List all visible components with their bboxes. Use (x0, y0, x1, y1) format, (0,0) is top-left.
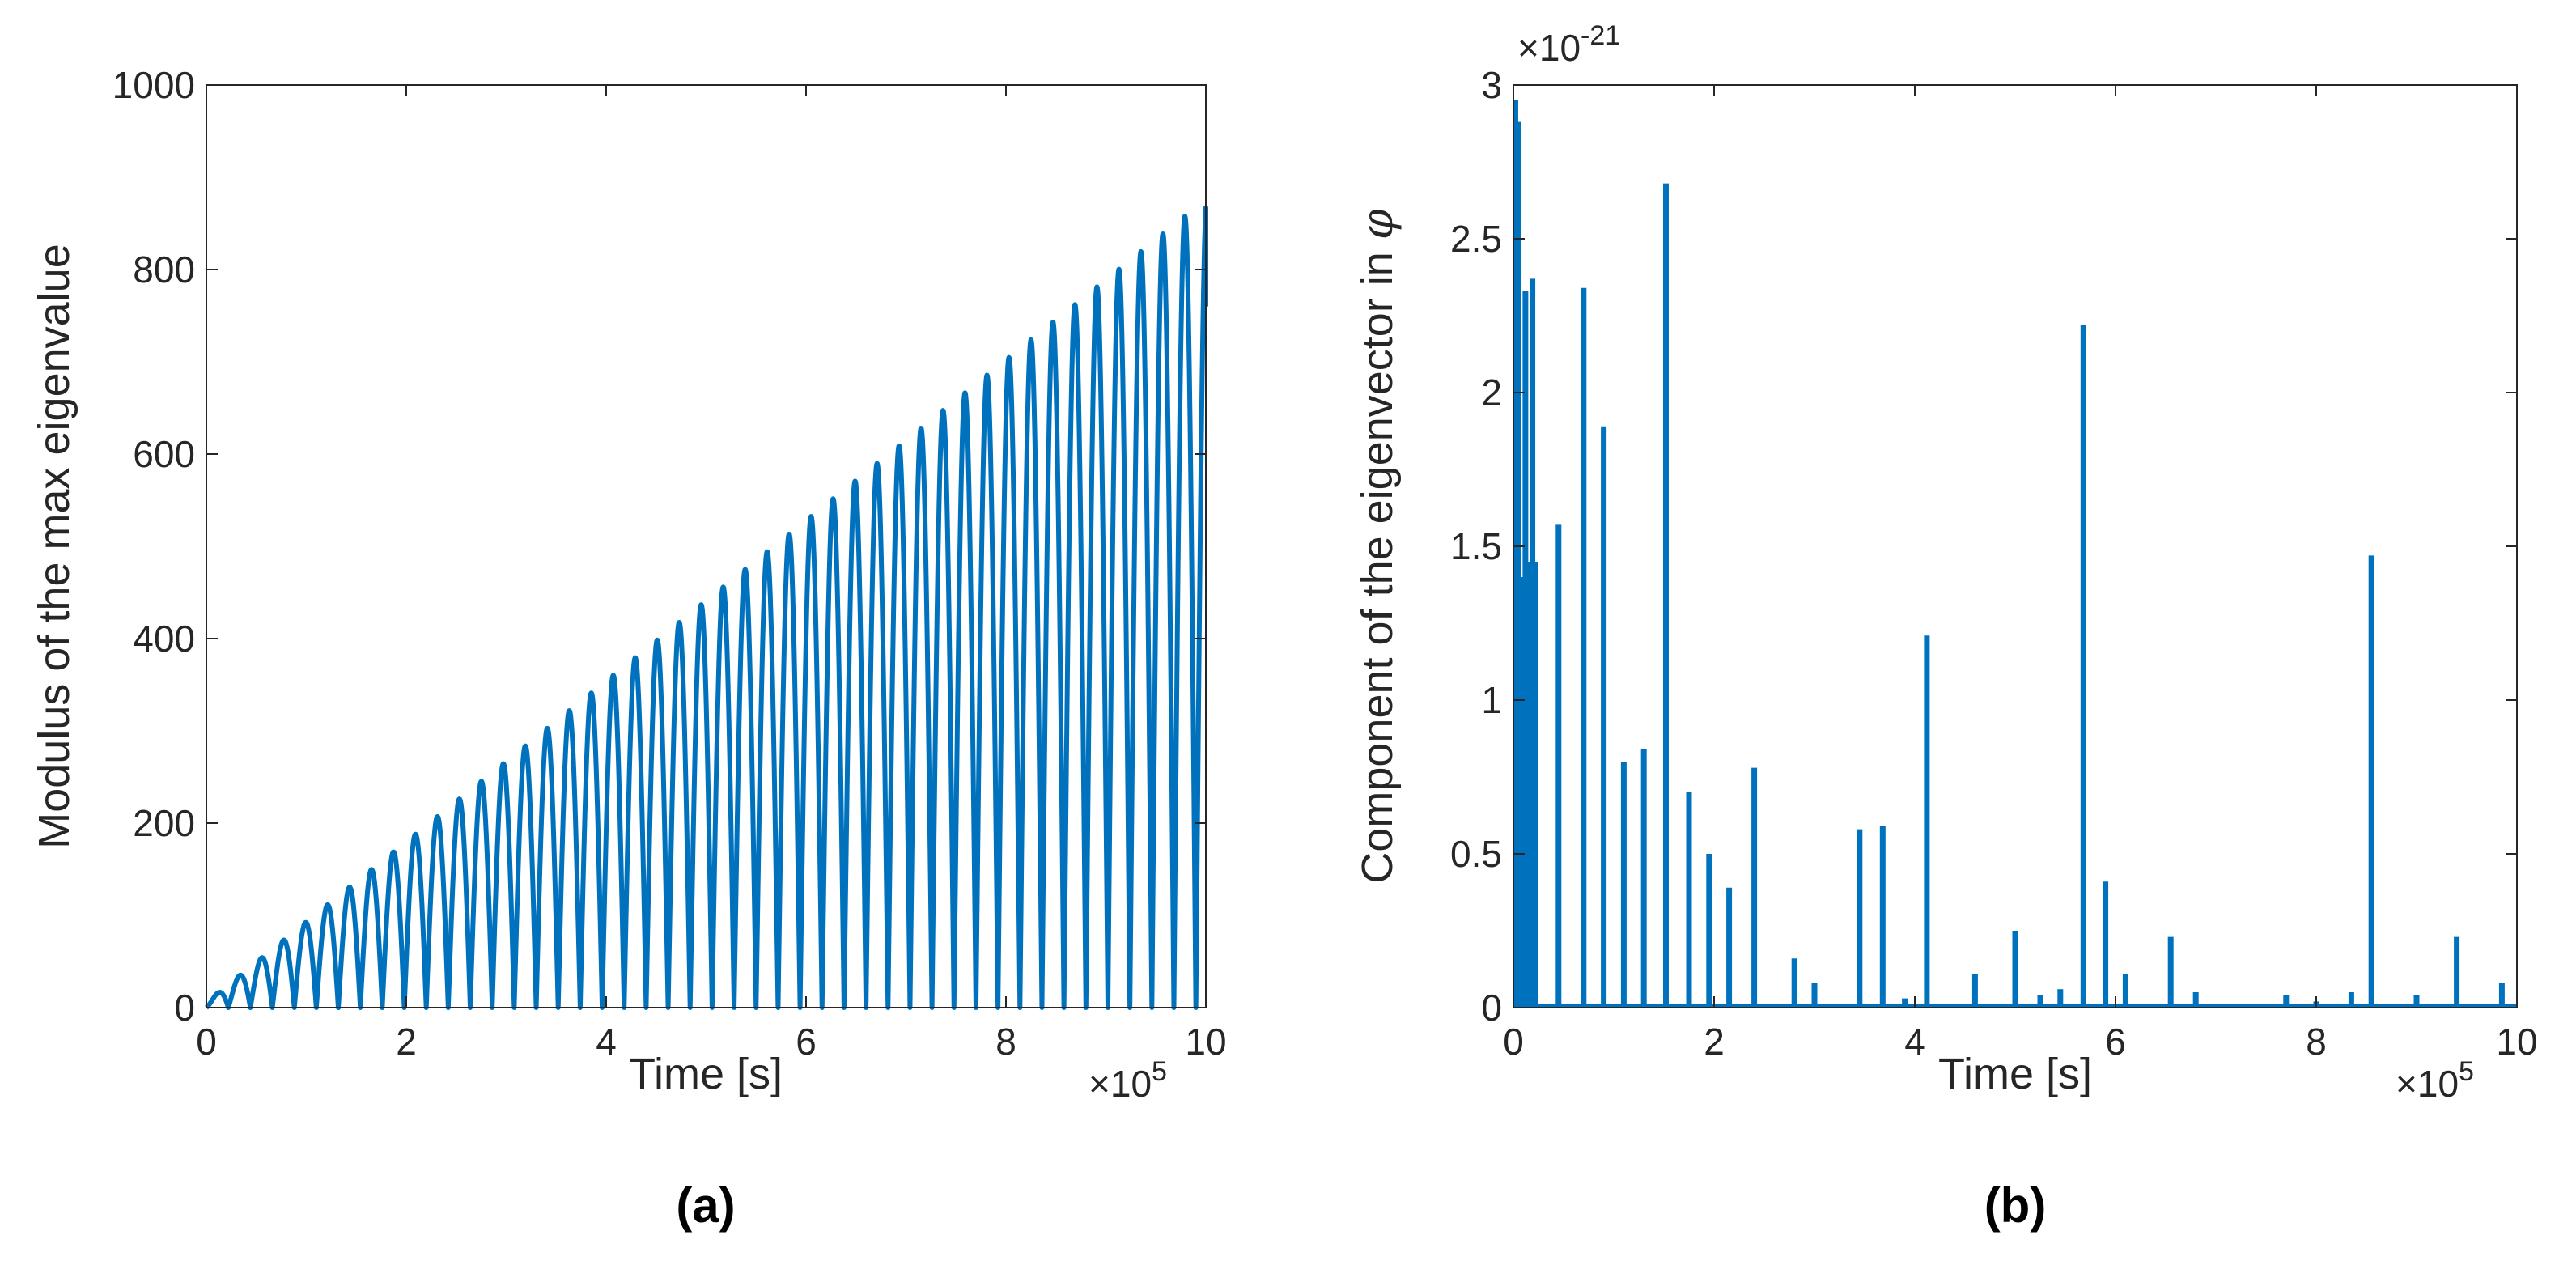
chart-b-xtick-label: 2 (1704, 1021, 1725, 1063)
chart-b-xtick-label: 8 (2306, 1021, 2327, 1063)
chart-a-xtick-label: 8 (995, 1021, 1016, 1063)
chart-b-y-multiplier: ×10-21 (1517, 20, 1620, 69)
chart-a-ylabel: Modulus of the max eigenvalue (30, 244, 79, 848)
chart-a-xtick-label: 6 (796, 1021, 817, 1063)
chart-a-xtick-label: 2 (396, 1021, 417, 1063)
chart-b-xlabel: Time [s] (1938, 1050, 2092, 1098)
chart-b-xtick-label: 6 (2105, 1021, 2126, 1063)
chart-a-xtick-label: 4 (596, 1021, 617, 1063)
chart-a-xtick-label: 0 (196, 1021, 217, 1063)
chart-a-xlabel: Time [s] (629, 1050, 783, 1098)
chart-b-xtick-label: 4 (1904, 1021, 1925, 1063)
chart-b-ytick-label: 2 (1481, 371, 1502, 414)
chart-a-ytick-label: 600 (133, 433, 195, 475)
chart-b-ytick-label: 1.5 (1450, 525, 1502, 567)
chart-a-ytick-label: 0 (174, 987, 195, 1029)
chart-b-plot-area (1513, 85, 2517, 1008)
chart-a-ytick-label: 1000 (112, 64, 195, 106)
chart-b-ytick-label: 0 (1481, 987, 1502, 1029)
chart-a-x-multiplier: ×105 (1089, 1056, 1167, 1105)
chart-b-ylabel: Component of the eigenvector in φ (1352, 209, 1403, 884)
chart-b-xtick-label: 10 (2496, 1021, 2537, 1063)
chart-a-xtick-label: 10 (1185, 1021, 1226, 1063)
chart-a-ytick-label: 400 (133, 618, 195, 660)
chart-a: 0 2 4 6 8 10 0 200 400 600 800 1000 Time [s] Modul… (30, 64, 1227, 1233)
chart-a-ytick-label: 800 (133, 248, 195, 291)
chart-a-axes-box (206, 84, 1207, 1008)
chart-a-series-line (204, 205, 1208, 1010)
caption-a: (a) (676, 1178, 735, 1233)
caption-b: (b) (1984, 1178, 2047, 1233)
chart-b-ytick-label: 2.5 (1450, 218, 1502, 260)
chart-b-xtick-label: 0 (1503, 1021, 1524, 1063)
chart-b-ytick-label: 1 (1481, 679, 1502, 721)
chart-b-ytick-label: 0.5 (1450, 833, 1502, 875)
chart-a-plot-area (206, 85, 1206, 1008)
chart-a-ytick-label: 200 (133, 802, 195, 844)
chart-b-x-multiplier: ×105 (2396, 1056, 2474, 1105)
chart-b: 0 2 4 6 8 10 0 0.5 1 1.5 2 2.5 3 ×10-21 Time [s] Co… (1352, 20, 2538, 1233)
chart-b-ytick-label: 3 (1481, 64, 1502, 106)
